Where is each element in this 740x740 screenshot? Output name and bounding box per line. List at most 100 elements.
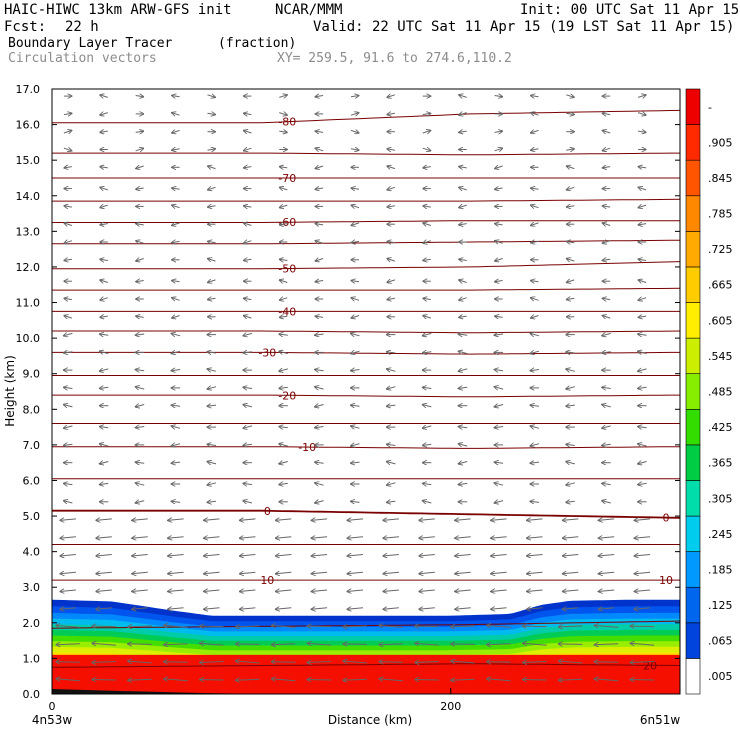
y-tick-label: 16.0	[16, 119, 41, 132]
circulation-vector	[64, 223, 73, 226]
circulation-vector	[527, 537, 543, 539]
circulation-vector	[279, 427, 288, 428]
plot-frame	[51, 88, 681, 695]
circulation-vector	[637, 95, 646, 98]
circulation-vector	[451, 661, 475, 663]
circulation-vector	[566, 405, 575, 406]
circulation-vector	[451, 644, 475, 645]
colorbar-swatch	[685, 551, 701, 588]
circulation-vector	[566, 298, 575, 299]
circulation-vector	[383, 590, 399, 592]
circulation-vector	[387, 241, 395, 242]
circulation-vector	[307, 626, 332, 627]
contour-line	[52, 663, 680, 668]
circulation-vector	[387, 149, 395, 150]
circulation-vector	[350, 130, 359, 133]
colorbar-label: .725	[708, 243, 733, 256]
circulation-vector	[638, 462, 647, 464]
circulation-vector	[494, 148, 503, 151]
circulation-vector	[598, 608, 615, 610]
circulation-vector	[235, 626, 260, 627]
circulation-vector	[204, 519, 220, 521]
circulation-vector	[459, 280, 467, 283]
circulation-vector	[530, 444, 540, 446]
circulation-vector	[128, 626, 152, 627]
colorbar-swatch	[685, 658, 701, 695]
circulation-vector	[136, 259, 144, 262]
y-tick-label: 8.0	[23, 403, 41, 416]
circulation-vector	[630, 680, 655, 681]
circulation-vector	[531, 316, 539, 319]
circulation-vector	[100, 167, 108, 168]
circulation-vector	[602, 241, 611, 244]
circulation-vector	[200, 680, 224, 681]
circulation-vector	[459, 95, 467, 98]
circulation-vector	[132, 537, 148, 539]
contour-label: -50	[278, 263, 296, 276]
circulation-vector	[630, 662, 655, 663]
circulation-vector	[135, 131, 144, 132]
circulation-vector	[638, 316, 647, 317]
circulation-vector	[135, 387, 145, 389]
circulation-vector	[347, 590, 364, 592]
circulation-vector	[279, 113, 287, 116]
circulation-vector	[527, 519, 543, 521]
circulation-vector	[598, 537, 615, 539]
circulation-vector	[136, 316, 144, 317]
circulation-vector	[279, 387, 288, 388]
circulation-vector	[279, 224, 288, 225]
y-tick-label: 2.0	[23, 617, 41, 630]
circulation-vector	[351, 188, 360, 189]
circulation-vector	[387, 206, 395, 207]
circulation-vector	[63, 387, 73, 388]
circulation-vector	[207, 113, 216, 114]
forecast-label: Fcst:	[4, 19, 47, 35]
circulation-vector	[415, 662, 439, 663]
circulation-vector	[386, 462, 396, 464]
circulation-vector	[63, 483, 73, 484]
circulation-vector	[239, 555, 256, 557]
circulation-vector	[602, 316, 611, 319]
circulation-vector	[602, 130, 611, 133]
circulation-vector	[315, 387, 324, 389]
circulation-vector	[530, 426, 540, 428]
circulation-vector	[387, 113, 395, 114]
contour-label: -20	[278, 389, 296, 402]
circulation-vector	[562, 608, 579, 610]
circulation-vector	[64, 298, 72, 299]
circulation-vector	[634, 519, 651, 521]
circulation-vector	[598, 590, 615, 592]
circulation-vector	[279, 95, 287, 98]
colorbar-label: .665	[708, 279, 733, 292]
circulation-vector	[531, 149, 539, 150]
circulation-vector	[172, 149, 180, 150]
circulation-vector	[132, 608, 148, 610]
circulation-vector	[311, 537, 328, 539]
circulation-vector	[351, 241, 360, 242]
y-tick-label: 1.0	[23, 652, 41, 665]
circulation-vector	[350, 149, 359, 150]
colorbar-swatch	[685, 266, 701, 303]
circulation-vector	[60, 590, 76, 592]
circulation-vector	[598, 519, 615, 521]
circulation-vector	[558, 679, 583, 680]
circulation-vector	[351, 370, 360, 371]
circulation-vector	[243, 405, 253, 407]
y-tick-label: 12.0	[16, 261, 41, 274]
circulation-vector	[415, 680, 439, 681]
circulation-vector	[135, 427, 145, 428]
circulation-vector	[343, 626, 368, 627]
circulation-vector	[455, 572, 471, 574]
circulation-vector	[207, 149, 216, 150]
circulation-vector	[383, 519, 399, 521]
circulation-vector	[172, 281, 180, 282]
circulation-vector	[638, 259, 647, 260]
circulation-vector	[419, 608, 435, 610]
circulation-vector	[171, 444, 181, 446]
circulation-vector	[495, 281, 503, 282]
circulation-vector	[315, 281, 324, 282]
circulation-vector	[422, 148, 431, 151]
circulation-vector	[172, 205, 180, 208]
contour-label: -60	[278, 216, 296, 229]
circulation-vector	[379, 679, 403, 681]
